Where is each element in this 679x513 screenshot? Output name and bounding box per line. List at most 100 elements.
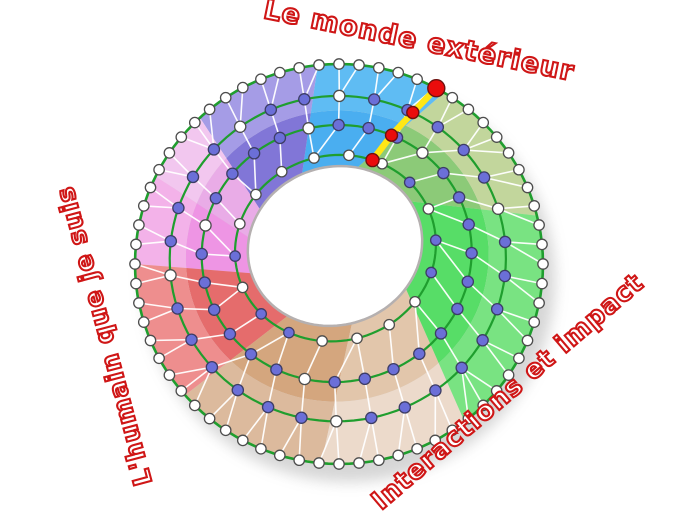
white-node-ring0[interactable]: [392, 66, 405, 79]
white-node-ring0[interactable]: [372, 454, 385, 467]
white-node-ring0[interactable]: [528, 200, 541, 212]
white-node-ring0[interactable]: [129, 258, 141, 270]
purple-node-ring3[interactable]: [425, 266, 438, 279]
purple-node-ring1[interactable]: [476, 334, 489, 347]
sector-pink-light-inner[interactable]: [196, 158, 261, 238]
white-node-ring0[interactable]: [353, 59, 365, 71]
white-node-ring0[interactable]: [536, 238, 548, 251]
purple-node-ring2[interactable]: [226, 167, 239, 180]
purple-node-ring2[interactable]: [358, 372, 372, 386]
purple-node-ring1[interactable]: [295, 411, 308, 424]
purple-node-ring2[interactable]: [198, 276, 211, 289]
white-node-ring0[interactable]: [372, 61, 385, 74]
white-node-ring0[interactable]: [144, 181, 157, 194]
white-node-ring0[interactable]: [502, 369, 515, 381]
white-node-ring0[interactable]: [175, 131, 188, 143]
sector-pink-light-outer[interactable]: [155, 117, 227, 204]
white-node-ring3[interactable]: [409, 295, 421, 308]
purple-node-ring2[interactable]: [461, 275, 475, 288]
white-node-ring0[interactable]: [153, 163, 165, 176]
purple-node-ring2[interactable]: [462, 218, 475, 231]
sector-green-olive-inner[interactable]: [357, 125, 482, 210]
white-node-ring0[interactable]: [153, 352, 165, 365]
white-node-ring2[interactable]: [298, 372, 311, 386]
purple-node-ring2[interactable]: [247, 147, 261, 160]
white-node-ring0[interactable]: [255, 73, 267, 86]
white-node-ring0[interactable]: [521, 334, 534, 347]
white-node-ring0[interactable]: [392, 449, 405, 462]
purple-node-ring2[interactable]: [362, 121, 375, 135]
white-node-ring0[interactable]: [533, 297, 545, 309]
red-node-3[interactable]: [365, 152, 380, 168]
white-node-ring0[interactable]: [203, 103, 216, 116]
white-node-ring3[interactable]: [422, 203, 435, 215]
white-node-ring1[interactable]: [330, 415, 343, 428]
purple-node-ring1[interactable]: [477, 171, 491, 184]
purple-node-ring1[interactable]: [455, 361, 468, 375]
white-node-ring0[interactable]: [273, 66, 286, 79]
purple-node-ring2[interactable]: [223, 327, 237, 341]
white-node-ring0[interactable]: [313, 457, 325, 469]
purple-node-ring1[interactable]: [261, 400, 275, 414]
white-node-ring0[interactable]: [133, 297, 145, 309]
white-node-ring0[interactable]: [163, 369, 176, 381]
purple-node-ring2[interactable]: [244, 348, 258, 361]
purple-node-ring1[interactable]: [498, 235, 512, 249]
white-node-ring0[interactable]: [536, 277, 548, 290]
purple-node-ring2[interactable]: [195, 247, 208, 261]
purple-node-ring2[interactable]: [328, 375, 341, 389]
white-node-ring0[interactable]: [502, 147, 515, 159]
purple-node-ring3[interactable]: [283, 326, 295, 339]
white-node-ring1[interactable]: [164, 269, 177, 282]
white-node-ring0[interactable]: [219, 424, 232, 437]
white-node-ring0[interactable]: [236, 434, 249, 447]
white-node-ring3[interactable]: [343, 149, 355, 162]
white-node-ring0[interactable]: [537, 258, 549, 270]
sector-tan-light-outer[interactable]: [321, 363, 465, 464]
white-node-ring0[interactable]: [462, 103, 475, 116]
purple-node-ring3[interactable]: [403, 176, 416, 189]
purple-node-ring2[interactable]: [434, 327, 448, 340]
purple-node-ring2[interactable]: [273, 131, 287, 145]
white-node-ring0[interactable]: [446, 91, 459, 104]
purple-node-ring2[interactable]: [451, 302, 464, 316]
white-node-ring0[interactable]: [313, 59, 325, 71]
purple-node-ring1[interactable]: [186, 170, 200, 184]
purple-node-ring1[interactable]: [367, 93, 381, 106]
white-node-ring0[interactable]: [130, 238, 142, 251]
purple-node-ring1[interactable]: [231, 383, 245, 397]
purple-node-ring2[interactable]: [270, 363, 283, 376]
white-node-ring0[interactable]: [144, 334, 157, 347]
white-node-ring0[interactable]: [528, 316, 541, 328]
white-node-ring3[interactable]: [250, 188, 262, 201]
purple-node-ring1[interactable]: [171, 302, 184, 315]
white-node-ring3[interactable]: [308, 152, 320, 164]
red-node-2[interactable]: [384, 128, 399, 142]
purple-node-ring1[interactable]: [457, 143, 470, 157]
white-node-ring0[interactable]: [203, 412, 216, 425]
white-node-ring0[interactable]: [462, 412, 475, 425]
purple-node-ring1[interactable]: [164, 234, 178, 248]
white-node-ring0[interactable]: [188, 399, 201, 412]
purple-node-ring2[interactable]: [207, 303, 221, 316]
white-node-ring1[interactable]: [333, 89, 346, 103]
white-node-ring0[interactable]: [293, 61, 306, 74]
white-node-ring0[interactable]: [446, 424, 459, 437]
white-node-ring0[interactable]: [477, 399, 490, 412]
white-node-ring2[interactable]: [199, 219, 212, 232]
purple-node-ring3[interactable]: [229, 250, 241, 262]
white-node-ring0[interactable]: [513, 163, 525, 176]
purple-node-ring1[interactable]: [298, 93, 311, 106]
purple-node-ring1[interactable]: [172, 201, 185, 215]
white-node-ring0[interactable]: [411, 73, 423, 86]
white-node-ring1[interactable]: [491, 202, 505, 215]
white-node-ring2[interactable]: [302, 122, 315, 135]
purple-node-ring1[interactable]: [207, 143, 221, 156]
white-node-ring0[interactable]: [137, 200, 150, 212]
purple-node-ring2[interactable]: [437, 166, 450, 180]
sector-tan-dark-outer[interactable]: [185, 360, 335, 464]
purple-node-ring1[interactable]: [490, 302, 504, 316]
white-node-ring0[interactable]: [219, 91, 232, 104]
purple-node-ring2[interactable]: [465, 246, 478, 260]
white-node-ring2[interactable]: [416, 146, 429, 160]
